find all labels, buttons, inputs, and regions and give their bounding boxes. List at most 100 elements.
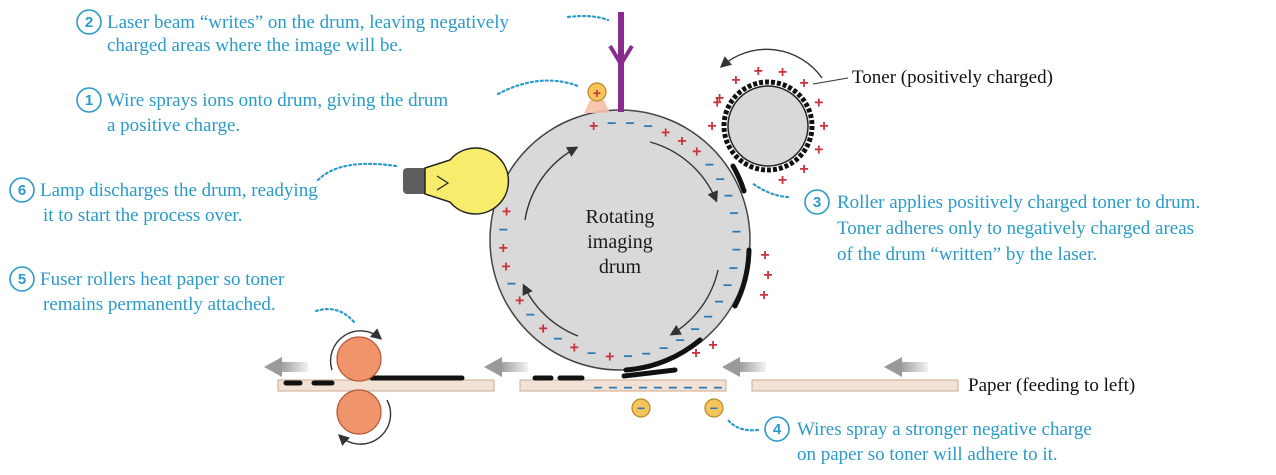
loose-toner-charges: + + + + +: [691, 247, 772, 362]
positive-charge-icon: +: [819, 118, 828, 135]
positive-charge-icon: +: [605, 349, 614, 366]
drum-label-line1: Rotating: [586, 206, 655, 228]
positive-charge-icon: +: [713, 94, 722, 111]
positive-charge-icon: +: [708, 337, 717, 354]
negative-charge-icon: −: [729, 206, 738, 223]
negative-charge-icon: −: [623, 380, 632, 397]
negative-charge-icon: −: [729, 260, 738, 277]
rotation-arrow-icon: [649, 141, 718, 203]
positive-charge-icon: +: [677, 133, 686, 150]
positive-charge-icon: +: [715, 90, 724, 107]
negative-charge-icon: −: [732, 224, 741, 241]
feed-arrow-icon: [264, 357, 308, 377]
svg-text:−: −: [637, 400, 645, 416]
negative-charge-icon: −: [653, 380, 662, 397]
step-4-callout: 4 Wires spray a stronger negative charge…: [764, 416, 1092, 465]
negative-charge-icon: −: [676, 332, 685, 349]
discharge-lamp: [403, 147, 510, 215]
positive-charge-icon: +: [778, 64, 787, 81]
negative-charge-icon: −: [705, 157, 714, 174]
step-2-line1: Laser beam “writes” on the drum, leaving…: [107, 12, 510, 33]
positive-charge-icon: +: [570, 340, 579, 357]
paper-charging-wires: − −: [631, 398, 724, 418]
step-6-line1: Lamp discharges the drum, readying: [40, 180, 318, 201]
negative-charge-icon: −: [668, 380, 677, 397]
positive-charge-icon: +: [763, 267, 772, 284]
positive-charge-icon: +: [589, 118, 598, 135]
negative-charge-icon: −: [713, 380, 722, 397]
paper-sheet-output: [277, 379, 495, 392]
negative-charge-icon: −: [593, 380, 602, 397]
rotation-arrow-icon: [337, 399, 392, 446]
negative-charge-icon: −: [723, 278, 732, 295]
drum-charges: + − − − + ++−−−−−−−−−−−−−−−+−+−+−+−++−+: [499, 115, 742, 365]
toner-on-paper: [283, 367, 678, 386]
step-6-callout: 6 Lamp discharges the drum, readying it …: [9, 177, 318, 226]
negative-charge-icon: −: [638, 380, 647, 397]
negative-charge-icon: −: [732, 242, 741, 259]
positive-charge-icon: +: [692, 144, 701, 161]
negative-charge-icon: −: [553, 331, 562, 348]
rotation-arrow-icon: [669, 269, 719, 336]
negative-charge-icon: −: [683, 380, 692, 397]
negative-charge-icon: −: [724, 188, 733, 205]
positive-charge-icon: +: [515, 292, 524, 309]
step-4-line1: Wires spray a stronger negative charge: [797, 419, 1092, 440]
toner-on-drum: [623, 163, 752, 373]
positive-charge-icon: +: [759, 287, 768, 304]
positive-charge-icon: +: [760, 247, 769, 264]
step-2-callout: 2 Laser beam “writes” on the drum, leavi…: [76, 9, 510, 56]
negative-charge-icon: −: [507, 276, 516, 293]
negative-charge-icon: −: [698, 380, 707, 397]
step-1-line1: Wire sprays ions onto drum, giving the d…: [107, 90, 448, 111]
step-1-line2: a positive charge.: [107, 115, 240, 136]
negative-charge-icon: −: [608, 380, 617, 397]
positive-charge-icon: +: [778, 172, 787, 189]
feed-arrow-icon: [484, 357, 528, 377]
step-number: 1: [85, 92, 93, 109]
step-3-callout: 3 Roller applies positively charged tone…: [804, 189, 1200, 265]
step-number: 6: [18, 182, 26, 199]
paper-label: Paper (feeding to left): [968, 375, 1135, 396]
fuser-rollers: [329, 328, 392, 446]
negative-charge-icon: −: [624, 349, 633, 366]
feed-arrows: [264, 357, 928, 377]
positive-charge-icon: +: [691, 345, 700, 362]
callout-leaders: [314, 14, 790, 432]
step-6-line2: it to start the process over.: [43, 205, 242, 226]
step-number: 3: [813, 194, 821, 211]
positive-charge-icon: +: [731, 72, 740, 89]
step-4-line2: on paper so toner will adhere to it.: [797, 444, 1058, 465]
paper-sheet-input: [751, 379, 959, 392]
drum-label-line3: drum: [599, 256, 642, 278]
negative-charge-icon: −: [526, 307, 535, 324]
toner-roller: [719, 48, 849, 173]
charging-wire: +: [587, 82, 607, 102]
step-number: 5: [18, 271, 26, 288]
positive-charge-icon: +: [814, 94, 823, 111]
fuser-roller-bottom: [336, 389, 382, 435]
negative-charge-icon: −: [716, 172, 725, 189]
rotation-arrow-icon: [719, 48, 823, 79]
negative-charge-icon: −: [715, 294, 724, 311]
step-5-line1: Fuser rollers heat paper so toner: [40, 269, 285, 290]
positive-charge-icon: +: [502, 204, 511, 221]
step-3-line1: Roller applies positively charged toner …: [837, 192, 1200, 213]
feed-arrow-icon: [884, 357, 928, 377]
imaging-drum: Rotating imaging drum: [489, 109, 751, 371]
step-5-callout: 5 Fuser rollers heat paper so toner rema…: [9, 266, 285, 315]
step-2-line2: charged areas where the image will be.: [107, 35, 403, 56]
negative-charge-icon: −: [607, 115, 616, 132]
ion-spray: [584, 100, 610, 113]
rotation-arrow-icon: [329, 328, 383, 371]
positive-charge-icon: +: [499, 240, 508, 257]
feed-arrow-icon: [722, 357, 766, 377]
rotation-arrow-icon: [524, 146, 579, 221]
positive-charge-icon: +: [754, 63, 763, 80]
step-3-line3: of the drum “written” by the laser.: [837, 244, 1097, 265]
positive-charge-icon: +: [814, 142, 823, 159]
negative-charge-icon: −: [644, 119, 653, 136]
positive-charge-icon: +: [707, 118, 716, 135]
negative-charge-icon: −: [499, 222, 508, 239]
